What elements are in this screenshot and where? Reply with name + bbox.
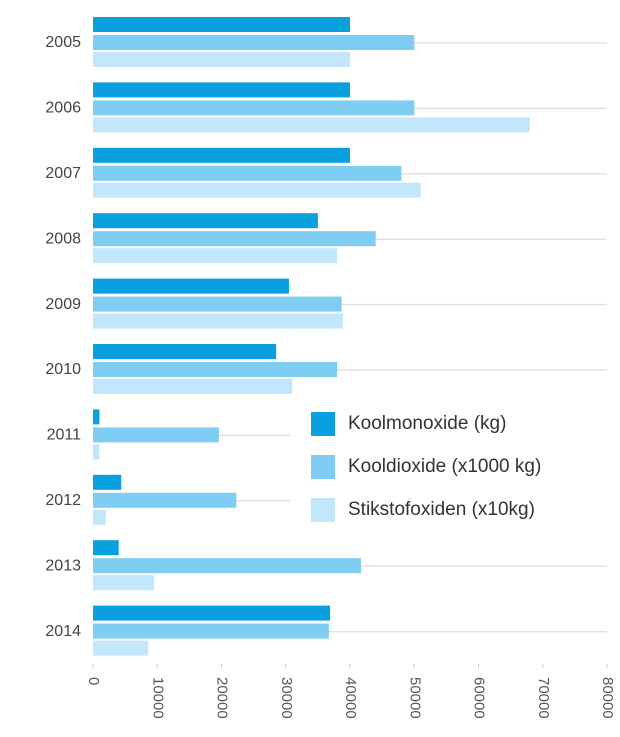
x-tick-label: 50000 <box>406 677 423 719</box>
bar <box>93 278 289 294</box>
legend-background <box>290 402 618 536</box>
bar <box>93 17 350 32</box>
y-tick-label: 2006 <box>45 100 81 117</box>
bar <box>93 379 293 394</box>
legend-label: Stikstofoxiden (x10kg) <box>348 499 535 520</box>
bar <box>93 231 376 247</box>
bar <box>93 35 415 50</box>
bar <box>93 147 350 163</box>
x-tick-label: 20000 <box>214 677 231 719</box>
bar <box>93 474 122 490</box>
bar <box>93 558 361 574</box>
x-tick-label: 10000 <box>149 677 166 719</box>
x-tick-label: 80000 <box>599 677 616 719</box>
bar <box>93 362 338 377</box>
legend-label: Koolmonoxide (kg) <box>348 413 506 434</box>
bar <box>93 117 530 133</box>
x-tick-label: 60000 <box>471 677 488 719</box>
x-tick-label: 0 <box>85 677 102 685</box>
bar <box>93 213 318 229</box>
y-tick-label: 2012 <box>45 492 81 509</box>
y-tick-label: 2008 <box>45 230 81 247</box>
bar <box>93 165 402 181</box>
bar <box>93 248 338 264</box>
bar <box>93 409 100 425</box>
bar <box>93 100 415 116</box>
x-tick-label: 70000 <box>535 677 552 719</box>
y-tick-label: 2013 <box>45 557 81 574</box>
bar <box>93 52 350 67</box>
bar <box>93 605 331 621</box>
y-tick-label: 2005 <box>45 34 81 51</box>
bar <box>93 344 277 359</box>
bar <box>93 427 219 443</box>
bar <box>93 509 106 525</box>
x-tick-label: 30000 <box>278 677 295 719</box>
bar <box>93 444 100 460</box>
legend-swatch <box>311 412 335 436</box>
bar <box>93 182 421 198</box>
y-tick-label: 2011 <box>47 427 82 444</box>
y-tick-label: 2009 <box>45 296 81 313</box>
y-tick-label: 2014 <box>45 623 81 640</box>
bar <box>93 640 149 656</box>
bar <box>93 82 350 98</box>
x-tick-label: 40000 <box>342 677 359 719</box>
y-tick-label: 2010 <box>45 361 81 378</box>
bar <box>93 540 119 556</box>
legend-label: Kooldioxide (x1000 kg) <box>348 456 541 477</box>
legend-swatch <box>311 498 335 522</box>
legend: Koolmonoxide (kg) Kooldioxide (x1000 kg) S… <box>290 402 618 536</box>
bar <box>93 623 329 639</box>
y-tick-label: 2007 <box>45 165 81 182</box>
bar <box>93 313 343 329</box>
bar <box>93 296 342 312</box>
bar <box>93 492 237 508</box>
legend-swatch <box>311 455 335 479</box>
bar <box>93 575 155 591</box>
